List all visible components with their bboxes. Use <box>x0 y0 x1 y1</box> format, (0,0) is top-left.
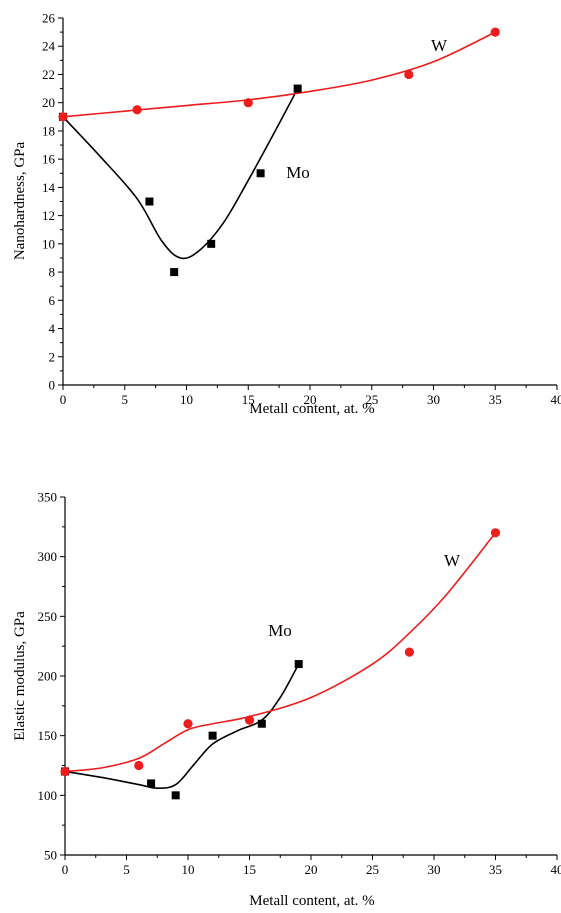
nanohardness-w-point <box>243 98 253 108</box>
elastic-modulus-w-point <box>244 715 255 725</box>
nanohardness-mo-point <box>207 239 216 248</box>
elastic-modulus-x-tick-label: 20 <box>305 862 318 877</box>
nanohardness-chart: 0 5 10 15 20 25 30 35 4002468101214161820222426 … <box>12 11 561 418</box>
nanohardness-y-tick-label: 4 <box>49 321 56 336</box>
nanohardness-y-axis-title: Nanohardness, GPa <box>12 142 28 261</box>
elastic-modulus-y-tick-label: 350 <box>38 490 58 505</box>
nanohardness-y-tick-label: 18 <box>42 123 55 138</box>
nanohardness-w-point <box>490 27 500 37</box>
elastic-modulus-x-tick-label: 35 <box>489 862 502 877</box>
elastic-modulus-y-tick-label: 50 <box>44 848 57 863</box>
elastic-modulus-x-tick-label: 30 <box>428 862 441 877</box>
elastic-modulus-w-point <box>404 647 414 657</box>
nanohardness-x-tick-label: 15 <box>242 392 255 407</box>
elastic-modulus-w-point <box>183 719 193 729</box>
elastic-modulus-y-tick-label: 250 <box>38 609 58 624</box>
nanohardness-mo-point <box>293 84 302 93</box>
elastic-modulus-x-tick-label: 40 <box>551 862 561 877</box>
nanohardness-mo-fit-line <box>62 88 299 260</box>
nanohardness-y-tick-label: 26 <box>42 11 56 26</box>
nanohardness-w-point <box>132 105 142 115</box>
elastic-modulus-x-tick-label: 0 <box>62 862 69 877</box>
elastic-modulus-w-series-label: W <box>444 551 461 570</box>
nanohardness-w-series-label: W <box>431 36 448 55</box>
nanohardness-mo-point <box>145 197 154 206</box>
elastic-modulus-x-tick-label: 25 <box>366 862 379 877</box>
nanohardness-y-tick-label: 14 <box>42 180 56 195</box>
nanohardness-x-tick-label: 10 <box>180 392 193 407</box>
nanohardness-x-tick-label: 35 <box>489 392 502 407</box>
nanohardness-x-tick-label: 40 <box>551 392 561 407</box>
elastic-modulus-chart: 0 5 10 15 20 25 30 35 40 50 100 150 200 250 300 350 Met… <box>12 490 561 910</box>
elastic-modulus-plot-area: 0 5 10 15 20 25 30 35 40 50 100 150 200 250 300 350 <box>38 490 561 878</box>
elastic-modulus-w-point <box>134 760 144 771</box>
nanohardness-mo-point <box>256 169 265 178</box>
elastic-modulus-y-tick-label: 200 <box>38 669 58 684</box>
elastic-modulus-w-point <box>490 528 501 538</box>
elastic-modulus-mo-fit-line <box>64 663 300 789</box>
nanohardness-y-tick-label: 8 <box>49 265 56 280</box>
nanohardness-y-tick-label: 10 <box>42 236 55 251</box>
nanohardness-mo-series-label: Mo <box>286 163 310 182</box>
nanohardness-y-tick-label: 2 <box>49 349 56 364</box>
nanohardness-y-tick-label: 12 <box>42 208 55 223</box>
elastic-modulus-x-tick-label: 5 <box>123 862 130 877</box>
elastic-modulus-mo-series-label: Mo <box>268 621 292 640</box>
nanohardness-y-tick-label: 16 <box>42 152 56 167</box>
nanohardness-w-point <box>58 112 68 122</box>
nanohardness-x-tick-label: 30 <box>427 392 440 407</box>
elastic-modulus-y-tick-label: 100 <box>38 788 58 803</box>
elastic-modulus-mo-point <box>208 731 217 740</box>
elastic-modulus-x-axis-title: Metall content, at. % <box>249 893 374 909</box>
nanohardness-y-tick-label: 6 <box>49 293 56 308</box>
nanohardness-y-tick-label: 22 <box>42 67 55 82</box>
elastic-modulus-mo-point <box>294 660 303 669</box>
nanohardness-x-tick-label: 5 <box>122 392 129 407</box>
elastic-modulus-y-tick-label: 150 <box>38 728 58 743</box>
elastic-modulus-w-point <box>60 766 70 777</box>
elastic-modulus-y-axis-title: Elastic modulus, GPa <box>12 611 28 741</box>
nanohardness-x-tick-label: 20 <box>304 392 317 407</box>
nanohardness-y-tick-label: 24 <box>42 39 56 54</box>
nanohardness-y-tick-label: 0 <box>49 378 56 393</box>
elastic-modulus-x-tick-label: 10 <box>182 862 195 877</box>
nanohardness-x-axis-title: Metall content, at. % <box>249 401 374 417</box>
elastic-modulus-mo-point <box>171 791 180 800</box>
nanohardness-y-tick-label: 20 <box>42 95 55 110</box>
nanohardness-mo-point <box>170 268 179 277</box>
elastic-modulus-y-tick-label: 300 <box>38 549 58 564</box>
nanohardness-w-fit-line <box>62 31 496 118</box>
nanohardness-x-tick-label: 0 <box>60 392 67 407</box>
nanohardness-w-point <box>404 69 414 80</box>
elastic-modulus-mo-point <box>147 779 156 788</box>
elastic-modulus-x-tick-label: 15 <box>243 862 256 877</box>
nanohardness-x-tick-label: 25 <box>365 392 378 407</box>
elastic-modulus-mo-point <box>257 719 266 728</box>
elastic-modulus-w-fit-line <box>64 532 497 773</box>
